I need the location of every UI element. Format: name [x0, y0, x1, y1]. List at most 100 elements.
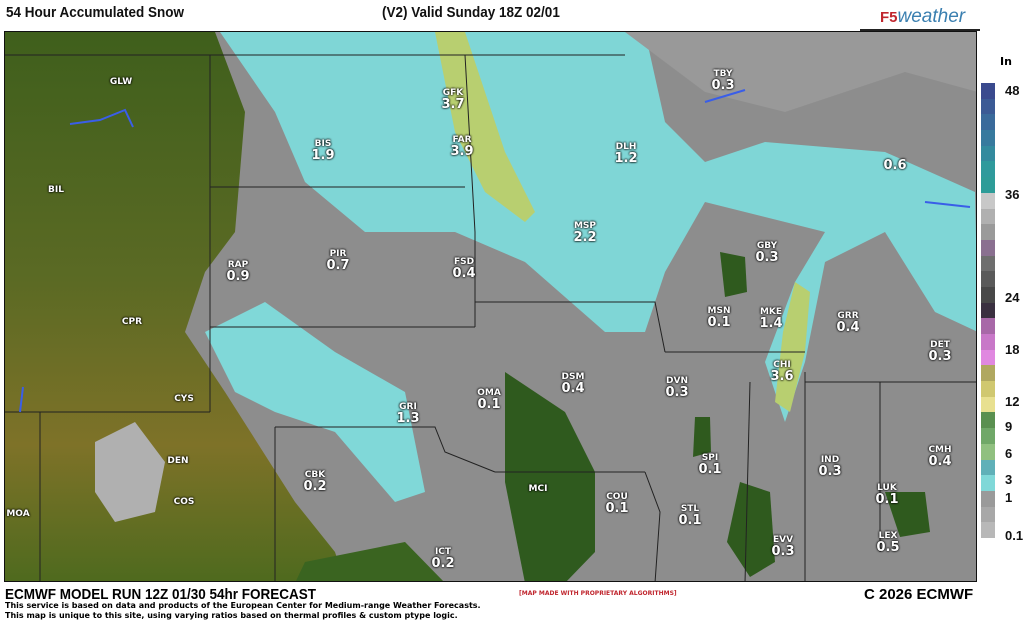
station-rap: RAP 0.9	[226, 259, 249, 283]
disclaimer-line-2: This map is unique to this site, using v…	[5, 611, 458, 620]
snow-total: 0.9	[226, 269, 250, 284]
legend-swatch	[981, 161, 995, 178]
station-ict: ICT 0.2	[431, 546, 454, 570]
legend-swatch	[981, 428, 995, 444]
disclaimer-line-1: This service is based on data and produc…	[5, 601, 481, 610]
station-code: COS	[173, 497, 195, 507]
station-code: CMH	[928, 445, 952, 455]
terrain-region	[5, 32, 345, 581]
station-grr: GRR 0.4	[836, 310, 859, 334]
station-cpr: CPR	[122, 316, 142, 328]
snow-total: 0.1	[605, 501, 629, 516]
station-code: MOA	[6, 509, 30, 519]
f5weather-logo: F5weather	[880, 6, 966, 27]
snow-total: 3.7	[441, 97, 465, 112]
legend-swatch	[981, 522, 995, 538]
station-mci: MCI	[529, 483, 548, 495]
station-dvn: DVN 0.3	[665, 375, 688, 399]
station-code: CBK	[304, 470, 326, 480]
station-chi: CHI 3.6	[770, 359, 793, 383]
station-code: PIR	[329, 249, 347, 259]
station-luk: LUK 0.1	[875, 482, 898, 506]
station-code: STL	[680, 504, 700, 514]
station-msp: MSP 2.2	[573, 220, 596, 244]
station-dlh: DLH 1.2	[614, 141, 637, 165]
snow-total: 0.6	[883, 158, 907, 173]
snow-light-region	[95, 422, 165, 522]
algorithm-note: [MAP MADE WITH PROPRIETARY ALGORITHMS]	[519, 590, 677, 597]
snow-total: 2.2	[573, 230, 597, 245]
legend-swatch	[981, 412, 995, 429]
station-bil: BIL	[48, 184, 64, 196]
legend-tick: 0.1	[1005, 528, 1024, 543]
station-cou: COU 0.1	[605, 491, 628, 515]
station-code: GRI	[399, 402, 417, 412]
station-den: DEN	[167, 455, 188, 467]
map-title: 54 Hour Accumulated Snow	[6, 4, 185, 21]
snow-total: 0.1	[875, 492, 899, 507]
legend-tick: 6	[1005, 446, 1013, 461]
legend-swatch	[981, 334, 995, 350]
legend-swatch	[981, 318, 995, 334]
legend-swatch	[981, 208, 995, 225]
legend-tick: 12	[1005, 394, 1020, 409]
station-unnamed: 0.6	[883, 158, 907, 173]
snow-total: 0.3	[755, 250, 779, 265]
snow-total: 0.4	[928, 454, 952, 469]
snow-total: 3.9	[450, 144, 474, 159]
legend-swatch	[981, 255, 995, 272]
color-scale-legend	[981, 83, 995, 538]
station-code: SPI	[701, 453, 719, 463]
terrain-region	[295, 542, 444, 581]
station-code: GFK	[442, 88, 464, 98]
model-run-label: ECMWF MODEL RUN 12Z 01/30 54hr FORECAST	[5, 586, 317, 603]
legend-tick: 9	[1005, 419, 1013, 434]
rivers-lakes	[19, 89, 971, 413]
terrain-region	[505, 372, 595, 581]
terrain-region	[720, 252, 747, 297]
station-code: GLW	[109, 77, 133, 87]
station-msn: MSN 0.1	[707, 305, 730, 329]
snow-total: 0.3	[711, 78, 735, 93]
legend-tick: 48	[1005, 83, 1020, 98]
snow-total: 3.6	[770, 369, 794, 384]
snow-map	[4, 31, 977, 582]
station-far: FAR 3.9	[450, 134, 473, 158]
station-pir: PIR 0.7	[326, 248, 349, 272]
station-code: ICT	[434, 547, 452, 557]
snow-total: 1.4	[759, 316, 783, 331]
station-code: DET	[930, 340, 950, 350]
snow-total: 1.3	[396, 411, 420, 426]
map-shading	[5, 32, 976, 581]
legend-swatch	[981, 302, 995, 319]
station-code: DSM	[561, 372, 585, 382]
station-mke: MKE 1.4	[759, 306, 782, 330]
station-cys: CYS	[174, 393, 194, 405]
station-code: BIL	[48, 185, 64, 195]
station-code: FSD	[453, 257, 475, 267]
station-code: COU	[606, 492, 628, 502]
snow-3in-region	[775, 282, 810, 412]
station-fsd: FSD 0.4	[452, 256, 475, 280]
snow-total: 0.3	[818, 464, 842, 479]
snow-total: 1.2	[614, 151, 638, 166]
station-tby: TBY 0.3	[711, 68, 734, 92]
legend-swatch	[981, 224, 995, 240]
snow-1in-region	[625, 32, 976, 112]
snow-1in-region	[205, 302, 425, 502]
station-code: MCI	[528, 484, 548, 494]
station-bis: BIS 1.9	[311, 138, 334, 162]
legend-tick: 36	[1005, 187, 1020, 202]
legend-swatch	[981, 83, 995, 99]
station-code: FAR	[452, 135, 472, 145]
station-code: DEN	[167, 456, 189, 466]
station-code: OMA	[477, 388, 501, 398]
snow-total: 0.3	[928, 349, 952, 364]
snow-total: 0.7	[326, 258, 350, 273]
station-code: RAP	[227, 260, 249, 270]
station-cmh: CMH 0.4	[928, 444, 951, 468]
station-code: DLH	[615, 142, 637, 152]
station-code: BIS	[314, 139, 332, 149]
station-gfk: GFK 3.7	[441, 87, 464, 111]
station-ind: IND 0.3	[818, 454, 841, 478]
